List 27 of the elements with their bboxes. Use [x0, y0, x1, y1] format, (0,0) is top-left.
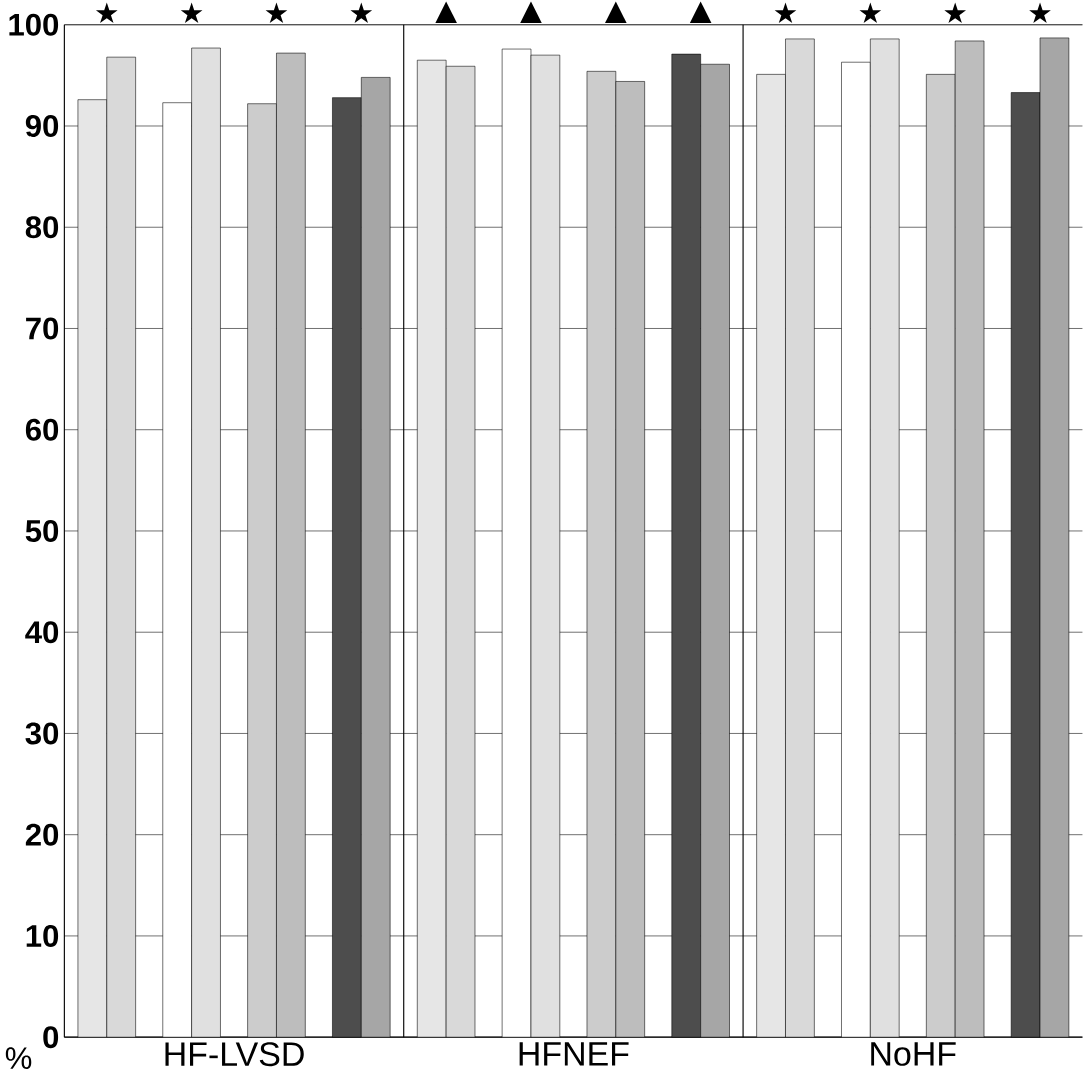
y-tick-label: 50	[25, 520, 59, 543]
y-tick-label: 20	[25, 823, 59, 846]
text: ★	[774, 2, 797, 24]
y-tick-label: 90	[25, 115, 59, 138]
y-tick-label: 70	[26, 317, 59, 340]
text: ★	[95, 2, 118, 24]
text: ★	[944, 2, 967, 24]
text: ▲	[605, 1, 627, 24]
text: ▲	[520, 1, 542, 24]
y-tick-label: 80	[25, 216, 59, 239]
y-tick-label: 40	[25, 621, 59, 644]
x-tick-label: NoHF	[871, 1042, 956, 1066]
y-tick-label: 10	[26, 925, 59, 948]
text: ▲	[435, 1, 457, 24]
x-tick-label: HFNEF	[519, 1042, 629, 1066]
y-tick-label: 0	[43, 1026, 59, 1049]
text: ★	[859, 2, 882, 24]
text: ★	[350, 2, 373, 24]
y-tick-label: 60	[25, 418, 59, 441]
text: ★	[265, 2, 288, 24]
x-tick-label: HF-LVSD	[165, 1042, 304, 1067]
y-tick-label: 30	[25, 722, 59, 745]
text: ★	[180, 2, 203, 24]
y-tick-label: 100	[9, 13, 59, 36]
text: ▲	[689, 1, 712, 24]
text: ★	[1029, 2, 1051, 24]
y-axis-title: %	[5, 1047, 32, 1070]
